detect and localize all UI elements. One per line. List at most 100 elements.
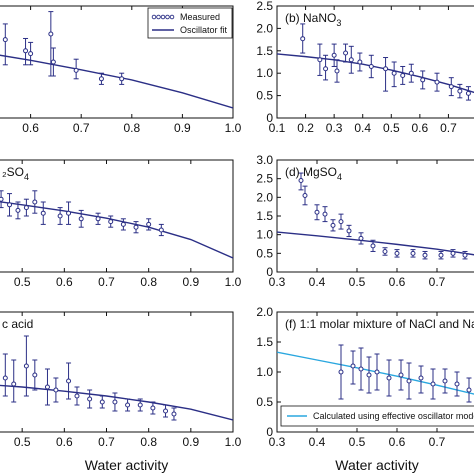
data-point <box>422 252 428 258</box>
x-tick-label: 0.7 <box>73 121 90 135</box>
legend-fit-label: Oscillator fit <box>180 25 228 35</box>
chart-panel-5: 0.5 0.6 0.7 0.8 0.9 1.0 c acid Water activity <box>0 311 242 473</box>
x-tick-label: 1.0 <box>225 435 242 449</box>
x-tick-label: 0.9 <box>174 121 191 135</box>
x-tick-label: 0.4 <box>309 435 326 449</box>
panel-content <box>0 190 233 259</box>
data-point <box>331 52 337 58</box>
y-tick-label: 2.0 <box>256 305 273 319</box>
x-tick-label: 0.5 <box>349 435 366 449</box>
x-tick-label: 0.8 <box>140 275 157 289</box>
x-tick-label: 0.6 <box>412 121 429 135</box>
y-tick-label: 0.5 <box>256 246 273 260</box>
y-tick-label: 1.5 <box>256 209 273 223</box>
y-tick-label: 1.0 <box>256 66 273 80</box>
fit-line <box>0 54 233 109</box>
x-tick-label: 0.7 <box>98 435 115 449</box>
x-tick-label: 0.6 <box>56 435 73 449</box>
data-point <box>150 405 156 411</box>
data-point <box>28 51 34 57</box>
plot-frame <box>0 5 234 119</box>
data-point <box>40 210 46 216</box>
data-point <box>302 192 308 198</box>
data-point <box>87 396 93 402</box>
data-point <box>133 224 139 230</box>
legend-marker <box>165 14 170 20</box>
data-point <box>398 372 404 378</box>
panel-label-subscript: 3 <box>336 18 341 28</box>
x-tick-label: 0.1 <box>269 121 286 135</box>
data-point <box>350 363 356 369</box>
legend-marker <box>151 14 157 20</box>
data-point <box>357 59 363 65</box>
panel-label-text: c acid <box>2 317 33 331</box>
data-point <box>462 252 468 258</box>
data-point <box>298 178 304 184</box>
panel-label: (b) NaNO3 <box>285 11 341 28</box>
panel-label-text: ₂SO <box>2 165 24 179</box>
y-tick-label: 0 <box>266 111 273 125</box>
data-point <box>323 66 329 72</box>
data-point <box>465 90 471 96</box>
y-tick-label: 2.5 <box>256 172 273 186</box>
x-tick-label: 0.4 <box>354 121 371 135</box>
panel-label-text: (d) MgSO <box>285 165 337 179</box>
legend-marker <box>169 14 175 20</box>
data-point <box>23 363 29 369</box>
data-point <box>454 381 460 387</box>
x-tick-label: 0.3 <box>269 275 286 289</box>
panel-content <box>277 172 474 260</box>
data-point <box>434 79 440 85</box>
y-tick-label: 0 <box>266 425 273 439</box>
data-point <box>408 70 414 76</box>
data-point <box>163 408 169 414</box>
data-point <box>314 209 320 215</box>
data-point <box>78 216 84 222</box>
y-tick-label: 1.5 <box>256 335 273 349</box>
data-point <box>406 378 412 384</box>
data-point <box>48 31 54 37</box>
data-point <box>95 216 101 222</box>
data-point <box>322 211 328 217</box>
data-point <box>394 250 400 256</box>
data-point <box>23 48 29 54</box>
data-point <box>330 222 336 228</box>
x-tick-label: 0.6 <box>22 121 39 135</box>
data-point <box>125 402 131 408</box>
panel-content <box>0 335 233 421</box>
x-tick-label: 0.4 <box>309 275 326 289</box>
plot-frame <box>0 159 234 273</box>
data-point <box>343 50 349 56</box>
x-tick-label: 0.9 <box>182 275 199 289</box>
panel-label: (f) 1:1 molar mixture of NaCl and NaNO3 <box>285 317 474 334</box>
data-point <box>50 59 56 65</box>
data-point <box>382 248 388 254</box>
data-point <box>430 381 436 387</box>
data-point <box>158 227 164 233</box>
y-tick-label: 0 <box>266 265 273 279</box>
data-point <box>2 375 8 381</box>
panel-content <box>277 23 474 101</box>
panel-content <box>277 344 474 403</box>
x-tick-label: 0.3 <box>326 121 343 135</box>
x-tick-label: 0.6 <box>389 275 406 289</box>
y-tick-label: 2.0 <box>256 190 273 204</box>
data-point <box>119 76 125 82</box>
fit-line <box>0 384 233 421</box>
fit-line <box>0 201 233 259</box>
data-point <box>418 375 424 381</box>
x-tick-label: 0.9 <box>182 435 199 449</box>
x-tick-label: 1.0 <box>225 275 242 289</box>
y-tick-label: 1.5 <box>256 44 273 58</box>
data-point <box>73 67 79 73</box>
data-point <box>98 76 104 82</box>
y-tick-label: 1.0 <box>256 228 273 242</box>
data-point <box>338 369 344 375</box>
data-point <box>53 387 59 393</box>
chart-panel-4: 0.3 0.4 0.5 0.6 0.7 0 0.5 1.0 1.5 2.0 2.5 3.0 (d) Mg… <box>256 153 474 289</box>
panel-label: ₂SO4 <box>2 165 29 182</box>
x-tick-label: 0.5 <box>14 435 31 449</box>
data-point <box>32 372 38 378</box>
data-point <box>66 210 72 216</box>
